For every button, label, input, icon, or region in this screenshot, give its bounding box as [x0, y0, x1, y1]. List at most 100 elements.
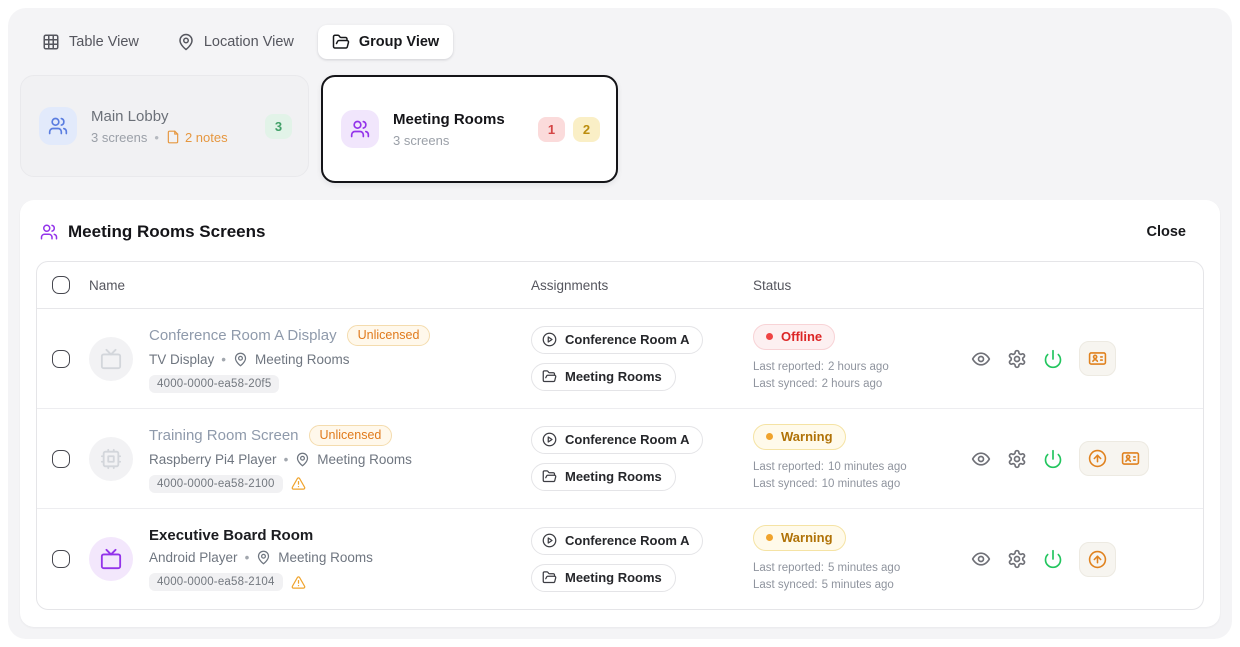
group-notes: 2 notes: [166, 130, 228, 145]
update-button[interactable]: [1088, 449, 1107, 468]
row-checkbox[interactable]: [52, 349, 70, 368]
preview-button[interactable]: [971, 349, 991, 369]
row-checkbox[interactable]: [52, 449, 70, 468]
tab-location-view[interactable]: Location View: [163, 25, 308, 59]
play-circle-icon: [542, 533, 557, 548]
assignment-chip-playlist[interactable]: Conference Room A: [531, 326, 704, 354]
tv-icon: [100, 348, 122, 370]
note-icon: [166, 130, 180, 144]
folder-icon: [542, 469, 557, 484]
settings-button[interactable]: [1007, 349, 1027, 369]
group-warning-badge: 2: [573, 116, 600, 142]
dot-separator: •: [221, 351, 226, 367]
power-icon: [1043, 449, 1063, 469]
group-card-meeting-rooms[interactable]: Meeting Rooms 3 screens 1 2: [321, 75, 618, 183]
power-button[interactable]: [1043, 349, 1063, 369]
row-checkbox[interactable]: [52, 550, 70, 568]
dot-separator: •: [283, 451, 289, 467]
users-icon: [48, 116, 68, 136]
gear-icon: [1007, 349, 1027, 369]
circle-arrow-up-icon: [1088, 550, 1107, 569]
device-id-chip: 4000-0000-ea58-2100: [149, 474, 283, 493]
license-actions: [1079, 441, 1149, 476]
folder-icon: [332, 33, 350, 51]
select-all-checkbox[interactable]: [52, 276, 70, 294]
screen-location: Meeting Rooms: [278, 550, 373, 565]
tab-label: Table View: [69, 34, 139, 50]
assignment-chip-playlist[interactable]: Conference Room A: [531, 526, 704, 555]
license-button[interactable]: [1088, 349, 1107, 368]
screens-table: Name Assignments Status Conference Room …: [36, 261, 1204, 610]
assignment-chip-group[interactable]: Meeting Rooms: [531, 563, 676, 592]
status-timestamps: Last reported: 5 minutes ago Last synced:…: [753, 561, 901, 591]
license-actions: [1079, 541, 1116, 577]
group-name: Meeting Rooms: [393, 110, 505, 128]
update-button[interactable]: [1088, 550, 1107, 569]
preview-button[interactable]: [971, 449, 991, 469]
group-count-badge: 3: [265, 113, 292, 139]
id-card-icon: [1121, 449, 1140, 468]
warning-triangle-icon: [291, 575, 306, 590]
map-pin-icon: [256, 550, 271, 565]
users-icon: [40, 223, 58, 241]
table-icon: [42, 33, 60, 51]
group-avatar: [39, 107, 77, 145]
table-row: Training Room Screen Unlicensed Raspberr…: [37, 409, 1203, 509]
screen-name: Training Room Screen: [149, 426, 299, 444]
screen-avatar: [89, 436, 133, 481]
device-type: Android Player: [149, 550, 238, 565]
map-pin-icon: [177, 33, 195, 51]
status-badge: Warning: [753, 524, 846, 551]
settings-button[interactable]: [1007, 449, 1027, 469]
eye-icon: [971, 449, 991, 469]
power-button[interactable]: [1043, 549, 1063, 569]
power-button[interactable]: [1043, 449, 1063, 469]
status-timestamps: Last reported: 10 minutes ago Last synced…: [753, 461, 907, 490]
screen-location: Meeting Rooms: [255, 351, 350, 367]
warning-triangle-icon: [291, 476, 306, 491]
play-circle-icon: [542, 432, 557, 447]
map-pin-icon: [233, 352, 248, 367]
group-screens-count: 3 screens: [393, 132, 450, 148]
status-dot: [766, 533, 773, 541]
column-header-assignments: Assignments: [531, 277, 609, 293]
circle-arrow-up-icon: [1088, 449, 1107, 468]
dot-separator: •: [154, 129, 159, 145]
app-container: Table View Location View Group View Main…: [8, 8, 1232, 639]
assignment-chip-group[interactable]: Meeting Rooms: [531, 463, 676, 491]
gear-icon: [1007, 449, 1027, 469]
power-icon: [1043, 349, 1063, 369]
device-type: TV Display: [149, 351, 215, 367]
status-badge: Offline: [753, 324, 836, 350]
tab-group-view[interactable]: Group View: [317, 25, 454, 59]
license-actions: [1079, 341, 1116, 376]
group-screens-count: 3 screens: [91, 129, 148, 145]
gear-icon: [1007, 549, 1027, 569]
tab-table-view[interactable]: Table View: [28, 25, 153, 59]
view-tabs: Table View Location View Group View: [20, 8, 1220, 70]
table-row: Conference Room A Display Unlicensed TV …: [37, 309, 1203, 409]
settings-button[interactable]: [1007, 549, 1027, 569]
group-avatar: [341, 110, 379, 148]
unlicensed-badge: Unlicensed: [308, 424, 393, 446]
assignment-chip-group[interactable]: Meeting Rooms: [531, 363, 676, 391]
screen-avatar: [89, 537, 133, 581]
assignment-chip-playlist[interactable]: Conference Room A: [531, 426, 704, 454]
device-id-chip: 4000-0000-ea58-2104: [149, 573, 283, 591]
panel-title: Meeting Rooms Screens: [68, 222, 266, 241]
license-button[interactable]: [1121, 449, 1140, 468]
status-dot: [766, 333, 773, 340]
close-button[interactable]: Close: [1135, 220, 1199, 244]
screen-name: Conference Room A Display: [149, 326, 337, 344]
device-type: Raspberry Pi4 Player: [149, 451, 277, 467]
tab-label: Group View: [358, 34, 440, 50]
group-name: Main Lobby: [91, 107, 169, 125]
status-dot: [766, 433, 773, 440]
table-row: Executive Board Room Android Player • Me…: [37, 509, 1203, 609]
dot-separator: •: [244, 550, 250, 565]
preview-button[interactable]: [971, 549, 991, 569]
group-card-main-lobby[interactable]: Main Lobby 3 screens • 2 notes 3: [20, 75, 309, 177]
status-timestamps: Last reported: 2 hours ago Last synced: 2 …: [753, 361, 889, 390]
folder-icon: [542, 570, 557, 585]
eye-icon: [971, 549, 991, 569]
